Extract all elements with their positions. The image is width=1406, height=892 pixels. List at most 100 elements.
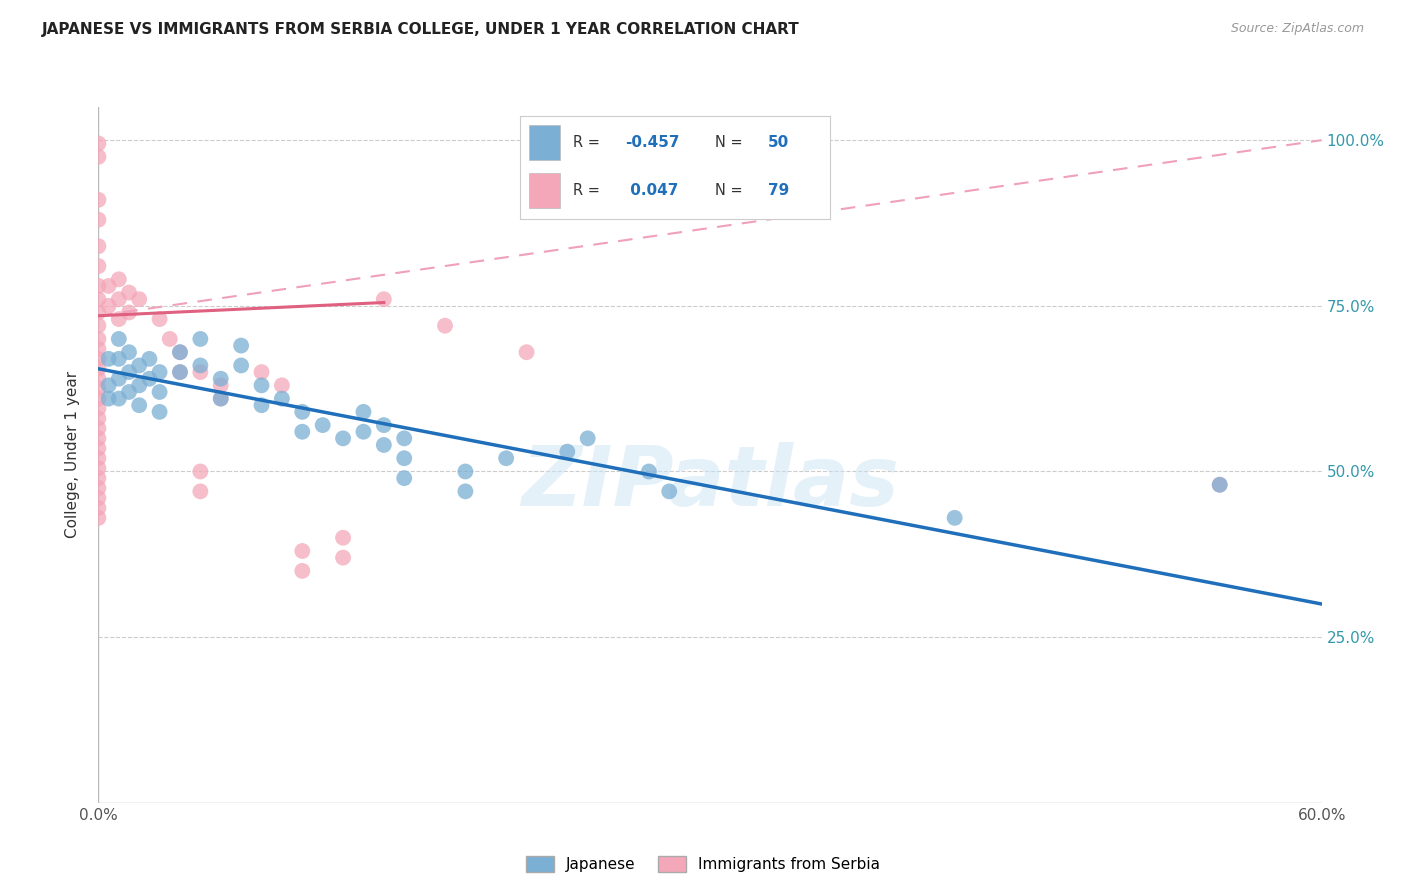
- Point: [270, 378, 294, 392]
- Point: [87, 351, 110, 366]
- Point: [495, 451, 517, 466]
- Point: [516, 345, 538, 359]
- Point: [250, 378, 273, 392]
- Point: [87, 318, 110, 333]
- Point: [128, 292, 150, 306]
- Text: R =: R =: [572, 184, 605, 198]
- Point: [291, 405, 314, 419]
- Point: [352, 405, 374, 419]
- Point: [87, 332, 110, 346]
- Point: [434, 318, 457, 333]
- Point: [87, 401, 110, 416]
- Point: [87, 491, 110, 505]
- Text: Source: ZipAtlas.com: Source: ZipAtlas.com: [1230, 22, 1364, 36]
- Point: [87, 212, 110, 227]
- Point: [128, 398, 150, 412]
- Point: [118, 305, 141, 319]
- Point: [87, 372, 110, 386]
- Point: [87, 411, 110, 425]
- Point: [373, 292, 395, 306]
- Point: [352, 425, 374, 439]
- Point: [87, 461, 110, 475]
- Point: [1209, 477, 1232, 491]
- Point: [149, 384, 172, 399]
- Point: [1209, 477, 1232, 491]
- Point: [149, 405, 172, 419]
- Point: [576, 431, 599, 445]
- Point: [87, 511, 110, 525]
- Point: [188, 465, 212, 479]
- Point: [87, 259, 110, 273]
- Point: [108, 312, 131, 326]
- Point: [128, 359, 150, 373]
- Point: [332, 531, 354, 545]
- Point: [159, 332, 181, 346]
- Point: [108, 292, 131, 306]
- Point: [373, 438, 395, 452]
- Text: N =: N =: [716, 184, 748, 198]
- Point: [87, 305, 110, 319]
- Point: [332, 431, 354, 445]
- Point: [97, 279, 120, 293]
- Point: [87, 481, 110, 495]
- Point: [169, 365, 191, 379]
- Point: [87, 442, 110, 456]
- Point: [454, 465, 477, 479]
- Point: [943, 511, 966, 525]
- Text: 50: 50: [768, 135, 789, 150]
- Point: [392, 451, 416, 466]
- Point: [87, 361, 110, 376]
- Point: [392, 471, 416, 485]
- Point: [108, 392, 131, 406]
- Point: [87, 382, 110, 396]
- Point: [332, 550, 354, 565]
- Point: [87, 471, 110, 485]
- Point: [108, 351, 131, 366]
- Point: [87, 421, 110, 435]
- Y-axis label: College, Under 1 year: College, Under 1 year: [65, 371, 80, 539]
- Point: [231, 359, 253, 373]
- Legend: Japanese, Immigrants from Serbia: Japanese, Immigrants from Serbia: [519, 848, 887, 880]
- Point: [169, 345, 191, 359]
- Point: [87, 239, 110, 253]
- Point: [87, 279, 110, 293]
- Point: [658, 484, 681, 499]
- Text: 0.047: 0.047: [626, 184, 679, 198]
- Text: 79: 79: [768, 184, 789, 198]
- Point: [188, 365, 212, 379]
- Point: [392, 431, 416, 445]
- Point: [149, 365, 172, 379]
- Point: [209, 392, 232, 406]
- Point: [118, 285, 141, 300]
- Point: [250, 365, 273, 379]
- FancyBboxPatch shape: [530, 125, 561, 160]
- Point: [291, 564, 314, 578]
- Point: [128, 378, 150, 392]
- Point: [169, 365, 191, 379]
- Point: [87, 193, 110, 207]
- Point: [97, 392, 120, 406]
- Point: [312, 418, 335, 433]
- Point: [87, 150, 110, 164]
- Text: R =: R =: [572, 135, 605, 150]
- Point: [231, 338, 253, 352]
- Point: [87, 431, 110, 445]
- Point: [97, 351, 120, 366]
- Point: [638, 465, 661, 479]
- Point: [87, 500, 110, 515]
- Point: [87, 342, 110, 356]
- Point: [270, 392, 294, 406]
- Point: [138, 351, 160, 366]
- Point: [188, 484, 212, 499]
- Point: [118, 384, 141, 399]
- Point: [87, 292, 110, 306]
- Point: [87, 451, 110, 466]
- Text: JAPANESE VS IMMIGRANTS FROM SERBIA COLLEGE, UNDER 1 YEAR CORRELATION CHART: JAPANESE VS IMMIGRANTS FROM SERBIA COLLE…: [42, 22, 800, 37]
- Point: [188, 332, 212, 346]
- Point: [291, 425, 314, 439]
- Text: ZIPatlas: ZIPatlas: [522, 442, 898, 524]
- Point: [108, 372, 131, 386]
- Point: [557, 444, 579, 458]
- Point: [291, 544, 314, 558]
- Point: [118, 345, 141, 359]
